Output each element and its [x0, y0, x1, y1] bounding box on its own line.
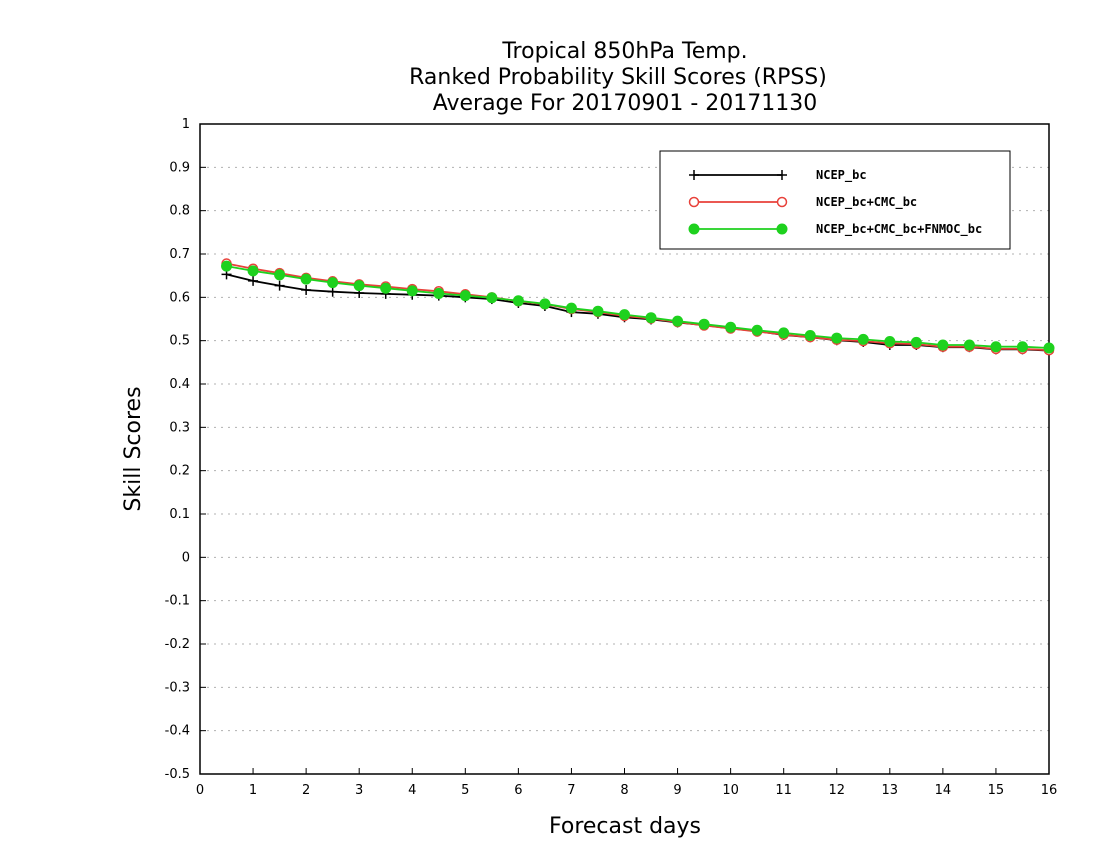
x-tick-label: 12 [828, 783, 845, 798]
data-point [565, 302, 577, 314]
x-tick-label: 0 [196, 783, 204, 798]
x-axis-ticks: 0 1 2 3 4 5 6 7 8 9 10 11 12 13 14 15 16 [196, 768, 1057, 798]
legend: NCEP_bc NCEP_bc+CMC_bc NCEP_bc+CMC_bc+FNMO… [659, 150, 1011, 250]
data-point [857, 333, 869, 345]
y-tick-label: -0.4 [165, 724, 190, 739]
data-point [353, 280, 365, 292]
data-point [698, 318, 710, 330]
data-point [327, 286, 338, 297]
y-tick-label: -0.5 [165, 767, 190, 782]
legend-label: NCEP_bc [816, 168, 867, 183]
data-point [778, 327, 790, 339]
data-point [884, 336, 896, 348]
x-tick-label: 15 [988, 783, 1005, 798]
x-tick-label: 6 [514, 783, 522, 798]
x-tick-label: 3 [355, 783, 363, 798]
data-point [619, 309, 630, 321]
data-point [725, 321, 737, 333]
x-tick-label: 14 [935, 783, 952, 798]
data-point [804, 329, 816, 341]
data-point [380, 282, 392, 294]
data-point [247, 265, 259, 277]
y-tick-label: -0.1 [165, 594, 190, 609]
x-tick-label: 1 [249, 783, 257, 798]
data-point [274, 269, 286, 281]
data-point [831, 332, 843, 344]
x-tick-label: 7 [567, 783, 575, 798]
legend-marker-end [777, 170, 787, 180]
legend-marker-start [689, 170, 699, 180]
x-tick-label: 4 [408, 783, 416, 798]
data-point [274, 280, 285, 291]
data-point [592, 305, 604, 317]
y-tick-label: 0.8 [169, 204, 190, 219]
y-tick-label: 0.9 [169, 160, 190, 175]
data-point [433, 287, 445, 299]
chart-subtitle: Average For 20170901 - 20171130 [433, 91, 818, 116]
legend-marker-end [776, 223, 788, 235]
y-tick-label: 1 [182, 117, 190, 132]
data-point [963, 339, 975, 351]
series-line [226, 262, 1050, 352]
chart-title-line-2: Ranked Probability Skill Scores (RPSS) [409, 65, 827, 90]
x-tick-label: 13 [882, 783, 899, 798]
y-tick-label: 0 [182, 550, 190, 565]
data-point [486, 292, 498, 304]
legend-entry-3: NCEP_bc+CMC_bc+FNMOC_bc [688, 222, 982, 237]
data-point [327, 277, 339, 289]
x-tick-label: 10 [722, 783, 739, 798]
grid-lines [200, 166, 1049, 732]
data-point [937, 339, 949, 351]
y-tick-label: 0.6 [169, 290, 190, 305]
x-tick-label: 9 [673, 783, 681, 798]
x-tick-label: 16 [1041, 783, 1058, 798]
legend-marker-end [776, 196, 788, 208]
x-axis-label: Forecast days [549, 814, 701, 839]
data-point [751, 324, 763, 336]
x-tick-label: 5 [461, 783, 469, 798]
series-group [221, 258, 1055, 356]
x-tick-label: 8 [620, 783, 628, 798]
y-tick-label: 0.3 [169, 420, 190, 435]
y-tick-label: 0.7 [169, 247, 190, 262]
data-point [406, 285, 418, 297]
y-tick-label: -0.3 [165, 680, 190, 695]
legend-box [659, 150, 1011, 250]
data-point [248, 275, 259, 286]
data-point [512, 295, 524, 307]
data-point [459, 290, 471, 302]
data-point [221, 260, 233, 272]
data-point [645, 312, 657, 324]
chart-title-group: Tropical 850hPa Temp. Ranked Probability… [409, 39, 827, 116]
data-point [672, 315, 684, 327]
data-point [1016, 341, 1028, 353]
series-3 [221, 260, 1055, 354]
y-tick-label: 0.5 [169, 334, 190, 349]
data-point [539, 298, 551, 310]
legend-label: NCEP_bc+CMC_bc [816, 195, 917, 210]
y-axis-label: Skill Scores [121, 386, 146, 511]
legend-entry-1: NCEP_bc [689, 168, 867, 183]
legend-label: NCEP_bc+CMC_bc+FNMOC_bc [816, 222, 982, 237]
y-tick-label: 0.4 [169, 377, 190, 392]
y-tick-label: 0.2 [169, 464, 190, 479]
y-tick-label: 0.1 [169, 507, 190, 522]
data-point [301, 284, 312, 295]
legend-marker-start [688, 196, 700, 208]
data-point [300, 273, 312, 285]
series-line [226, 273, 1050, 352]
y-axis-ticks: -0.5 -0.4 -0.3 -0.2 -0.1 0 0.1 0.2 0.3 0.4 0.5 0.6 0… [165, 117, 206, 782]
series-line [226, 265, 1050, 349]
x-tick-label: 11 [775, 783, 792, 798]
data-point [910, 336, 922, 348]
x-tick-label: 2 [302, 783, 310, 798]
legend-marker-start [688, 223, 700, 235]
data-point [990, 341, 1002, 353]
legend-entry-2: NCEP_bc+CMC_bc [688, 195, 917, 210]
y-tick-label: -0.2 [165, 637, 190, 652]
data-point [1043, 342, 1055, 354]
chart-title-line-1: Tropical 850hPa Temp. [501, 39, 747, 64]
